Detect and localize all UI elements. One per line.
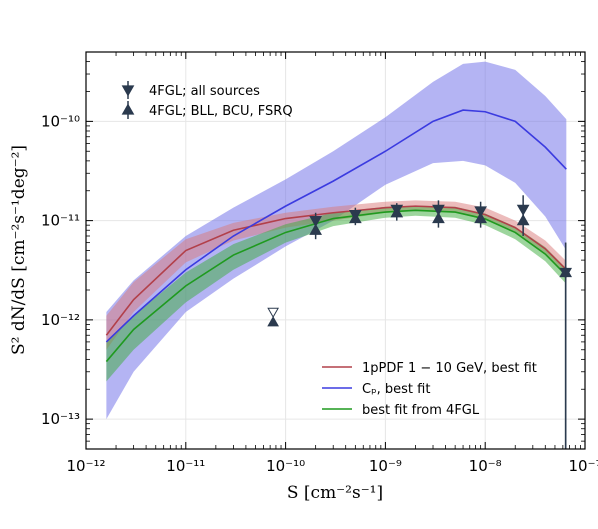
legend-label: 4FGL; all sources [149,84,260,99]
x-axis: 10⁻¹² 10⁻¹¹ 10⁻¹⁰ 10⁻⁹ 10⁻⁸ 10⁻⁷ [66,52,598,475]
y-tick-label: 10⁻¹³ [41,410,80,428]
data-point-marker [309,223,323,235]
data-point-marker [432,212,445,224]
x-tick-label: 10⁻¹¹ [166,457,205,475]
x-tick-label: 10⁻⁷ [568,457,598,475]
x-tick-label: 10⁻¹⁰ [266,457,305,475]
x-tick-label: 10⁻⁹ [369,457,402,475]
data-point-marker [474,212,487,224]
legend-label: best fit from 4FGL [362,403,480,418]
series-line-1 [105,109,567,343]
data-point-marker [348,212,362,224]
data-points [267,195,573,449]
legend-marker [121,103,135,115]
legend-label: Cₚ, best fit [362,382,430,397]
data-point-marker [516,214,530,226]
series-lines [105,109,567,363]
data-point-marker [390,206,404,218]
band-4fgl [106,205,567,382]
y-axis: 10⁻¹³ 10⁻¹² 10⁻¹¹ 10⁻¹⁰ [41,61,585,442]
legend-top: 4FGL; all sources 4FGL; BLL, BCU, FSRQ [121,81,293,119]
y-tick-label: 10⁻¹² [41,311,80,329]
data-point-marker [432,204,445,216]
band-cp [106,61,567,420]
legend-marker [121,85,135,97]
bands [106,61,567,420]
data-point-marker [559,266,573,278]
x-tick-label: 10⁻¹² [66,457,105,475]
isolated-point-marker [267,316,279,327]
x-axis-title: S [cm⁻²s⁻¹] [287,483,383,503]
band-1ppdf [106,200,567,350]
y-tick-label: 10⁻¹⁰ [41,112,80,130]
y-tick-label: 10⁻¹¹ [41,212,80,230]
legend-label: 1pPDF 1 − 10 GeV, best fit [362,361,537,376]
legend-bottom: 1pPDF 1 − 10 GeV, best fit Cₚ, best fit be… [322,361,537,418]
x-tick-label: 10⁻⁸ [469,457,502,475]
isolated-point-marker [267,307,279,319]
series-line-2 [105,209,567,363]
series-line-0 [105,205,567,336]
data-point-marker [309,215,323,228]
y-axis-title: S² dN/dS [cm⁻²s⁻¹deg⁻²] [9,145,29,355]
legend-label: 4FGL; BLL, BCU, FSRQ [149,104,293,119]
